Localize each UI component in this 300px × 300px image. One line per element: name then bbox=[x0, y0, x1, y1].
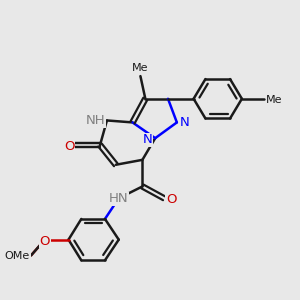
Text: Me: Me bbox=[132, 63, 149, 73]
Text: O: O bbox=[64, 140, 74, 153]
Text: OMe: OMe bbox=[5, 251, 30, 261]
Text: N: N bbox=[95, 115, 105, 128]
Text: O: O bbox=[19, 250, 29, 263]
Text: O: O bbox=[166, 193, 176, 206]
Text: O: O bbox=[40, 235, 50, 248]
Text: N: N bbox=[142, 133, 152, 146]
Text: N: N bbox=[180, 116, 190, 129]
Text: Me: Me bbox=[266, 95, 282, 105]
Text: HN: HN bbox=[109, 192, 129, 205]
Text: NH: NH bbox=[85, 115, 105, 128]
Text: O: O bbox=[63, 140, 74, 153]
